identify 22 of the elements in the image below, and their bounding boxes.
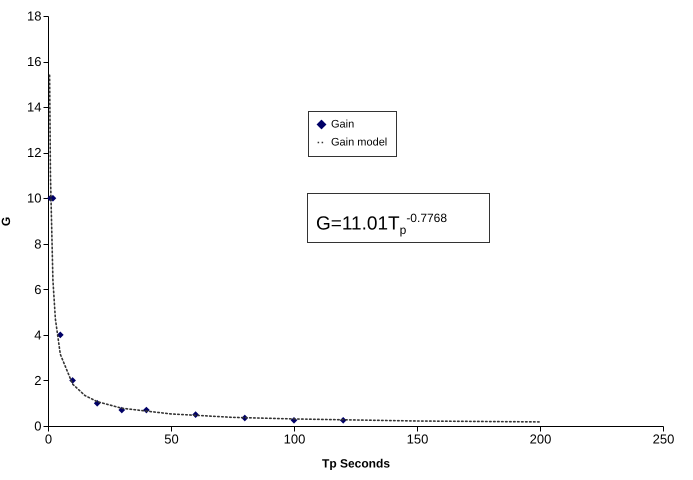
x-axis-title: Tp Seconds [322, 456, 390, 470]
legend-label: Gain model [331, 136, 388, 148]
x-tick-label: 150 [406, 432, 428, 446]
y-tick-label: 0 [34, 418, 42, 434]
point [56, 332, 64, 338]
y-tick-label: 4 [34, 327, 42, 342]
line-series [48, 74, 541, 423]
y-axis-title: G [0, 216, 14, 226]
y-tick-label: 8 [34, 236, 42, 252]
x-tick-label: 100 [284, 432, 306, 446]
x-tick-label: 50 [164, 432, 179, 446]
y-tick-label: 6 [34, 282, 42, 297]
x-tick-label: 250 [652, 432, 674, 446]
y-tick-label: 14 [27, 100, 42, 115]
y-tick-label: 2 [34, 372, 42, 388]
x-tick-label: 0 [44, 432, 52, 446]
y-tick-label: 16 [27, 54, 42, 70]
y-tick-label: 12 [27, 145, 42, 160]
legend-label: Gain [331, 118, 354, 130]
y-tick-label: 10 [27, 190, 42, 206]
x-tick-label: 200 [530, 432, 552, 446]
y-tick-label: 18 [27, 8, 42, 24]
